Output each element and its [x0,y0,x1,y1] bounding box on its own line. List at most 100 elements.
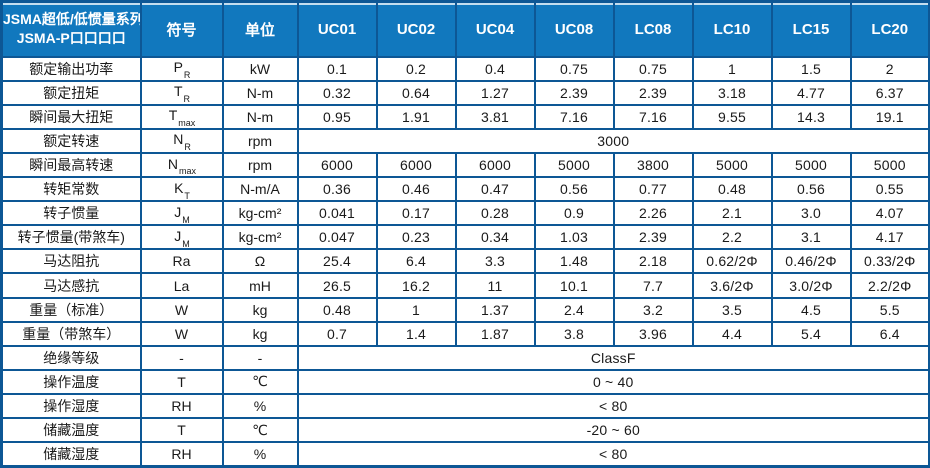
spec-value-lc08: 2.26 [612,200,694,227]
spec-value-lc10: 3.6/2Φ [691,272,773,299]
symbol-subscript: R [184,142,191,153]
spec-value-lc15: 14.3 [770,103,852,130]
spec-value-lc10: 0.62/2Φ [691,248,773,275]
spec-label: 操作湿度 [0,393,142,420]
spec-value-uc08: 0.9 [533,200,615,227]
spec-unit: ℃ [221,417,299,444]
spec-value-uc02: 6000 [375,151,457,179]
spec-value-lc10: 5000 [691,151,773,179]
spec-value-uc04: 3.81 [454,103,536,130]
spec-value-lc10: 0.48 [691,176,773,203]
spec-symbol: La [139,272,224,299]
spec-value-lc10: 2.1 [691,200,773,227]
spec-value-lc15: 3.0 [770,200,852,227]
spec-value-uc04: 0.47 [454,176,536,203]
spec-value-lc08: 3800 [612,151,694,179]
spec-value-uc04: 0.34 [454,224,536,251]
spec-value-uc02: 1.4 [375,320,457,347]
column-header-symbol: 符号 [139,0,224,58]
spec-label: 重量（标准） [0,296,142,323]
spec-value-uc04: 1.87 [454,320,536,347]
spec-value-lc08: 7.7 [612,272,694,299]
spec-value-lc08: 2.39 [612,224,694,251]
spec-symbol: NR [139,127,224,154]
spec-value-uc02: 1.91 [375,103,457,130]
column-header-unit: 单位 [221,0,299,58]
spec-value-uc02: 0.17 [375,200,457,227]
table-row: 储藏湿度 RH% < 80 [0,441,930,468]
spec-value-lc10: 2.2 [691,224,773,251]
symbol-subscript: R [183,94,191,105]
spec-label: 重量（带煞车） [0,320,142,347]
column-header-lc08: LC08 [612,0,694,58]
spec-label: 转子惯量 [0,200,142,227]
series-title-line1: JSMA超低/低惯量系列 [3,11,141,28]
spec-value-uc08: 10.1 [533,272,615,299]
series-title-line2: JSMA-P口口口口 [16,30,126,47]
spec-value-merged: < 80 [296,441,930,468]
spec-label: 绝缘等级 [0,344,142,371]
spec-value-uc01: 0.36 [296,176,378,203]
spec-label: 储藏温度 [0,417,142,444]
symbol-subscript: max [179,166,197,177]
spec-value-uc02: 16.2 [375,272,457,299]
spec-value-lc20: 0.33/2Φ [849,248,930,275]
spec-value-uc02: 6.4 [375,248,457,275]
spec-value-uc08: 2.39 [533,79,615,106]
spec-label: 马达感抗 [0,272,142,299]
spec-value-lc20: 4.07 [849,200,930,227]
table-row: 瞬间最高转速 Nmax rpm 6000 6000 6000 5000 3800 5000 500… [0,151,930,179]
header-row: JSMA超低/低惯量系列 JSMA-P口口口口 符号 单位 UC01 UC02 UC04… [0,0,930,58]
spec-value-uc04: 1.27 [454,79,536,106]
spec-value-lc15: 4.77 [770,79,852,106]
spec-value-lc08: 2.18 [612,248,694,275]
spec-unit: N-m/A [221,176,299,203]
spec-symbol: PR [139,55,224,82]
spec-symbol: KT [139,176,224,203]
spec-value-lc10: 1 [691,55,773,82]
spec-value-lc15: 0.46/2Φ [770,248,852,275]
spec-label: 额定转速 [0,127,142,154]
spec-value-uc04: 1.37 [454,296,536,323]
spec-unit: ℃ [221,368,299,396]
spec-symbol: RH [139,393,224,420]
spec-symbol: T [139,417,224,444]
spec-value-uc04: 0.28 [454,200,536,227]
table-row: 马达阻抗 Ra Ω 25.4 6.4 3.3 1.48 2.18 0.62/2Φ 0.46/2Φ 0… [0,248,930,275]
spec-value-uc01: 26.5 [296,272,378,299]
column-header-lc20: LC20 [849,0,930,58]
spec-value-uc02: 0.2 [375,55,457,82]
spec-value-uc08: 3.8 [533,320,615,347]
spec-value-lc08: 3.2 [612,296,694,323]
spec-value-uc01: 0.047 [296,224,378,251]
symbol-subscript: M [182,238,190,249]
symbol-subscript: T [184,190,190,201]
spec-value-lc10: 9.55 [691,103,773,130]
spec-value-lc10: 4.4 [691,320,773,347]
spec-unit: N-m [221,103,299,130]
spec-value-uc01: 0.48 [296,296,378,323]
table-row: 瞬间最大扭矩 Tmax N-m 0.95 1.91 3.81 7.16 7.16 9.55 14.… [0,103,930,130]
spec-value-merged: < 80 [296,393,930,420]
spec-value-uc04: 3.3 [454,248,536,275]
spec-symbol: JM [139,200,224,227]
spec-symbol: Ra [139,248,224,275]
spec-value-merged: 3000 [296,127,930,154]
spec-unit: kg [221,296,299,323]
table-row: 马达感抗 La mH 26.5 16.2 11 10.1 7.7 3.6/2Φ 3.0/2Φ 2.2… [0,272,930,299]
spec-symbol: RH [139,441,224,468]
spec-value-lc08: 7.16 [612,103,694,130]
spec-value-lc20: 2.2/2Φ [849,272,930,299]
spec-value-uc02: 0.23 [375,224,457,251]
spec-label: 储藏湿度 [0,441,142,468]
spec-value-lc08: 2.39 [612,79,694,106]
table-row: 绝缘等级 - - ClassF [0,344,930,371]
spec-unit: % [221,393,299,420]
spec-value-lc20: 6.4 [849,320,930,347]
spec-value-uc08: 2.4 [533,296,615,323]
table-row: 转矩常数 KT N-m/A 0.36 0.46 0.47 0.56 0.77 0.48 0.56 0… [0,176,930,203]
spec-value-uc01: 0.1 [296,55,378,82]
spec-value-lc15: 4.5 [770,296,852,323]
table-header: JSMA超低/低惯量系列 JSMA-P口口口口 符号 单位 UC01 UC02 UC04… [0,0,930,58]
